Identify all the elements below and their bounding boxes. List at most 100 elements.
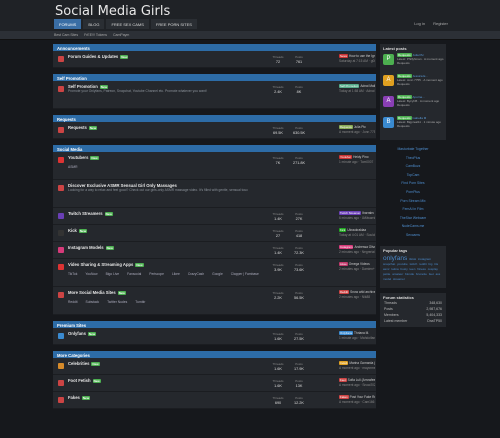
category-title[interactable]: Announcements [53, 44, 376, 51]
subforum-link[interactable]: Substack [85, 300, 100, 304]
forum-row[interactable]: More Social Media Sites New Reddit Substack… [53, 287, 376, 315]
tab-free-sex-cams[interactable]: FREE SEX CAMS [106, 19, 149, 29]
forum-title-text[interactable]: More Social Media Sites [68, 290, 116, 295]
tag-link[interactable]: twitch [409, 261, 418, 266]
sidebar-link[interactable]: Porn Stream Mix [400, 198, 426, 203]
forum-title-text[interactable]: Discover Exclusive ASMR Sensual Girl Onl… [68, 183, 177, 188]
forum-row[interactable]: Self Promotion New Promote your Onlyfans, … [53, 81, 376, 109]
tag-link[interactable]: model [383, 276, 392, 281]
latest-post-text[interactable]: Requests Apurna... Latest: Bycyl45 · A mo… [397, 95, 445, 108]
sub-link-cam-sites[interactable]: Best Cam Sites [54, 33, 79, 37]
subforum-link[interactable]: Periscope [149, 272, 164, 276]
tag-link[interactable]: asmr [383, 266, 390, 271]
login-link[interactable]: Log in [414, 21, 426, 26]
forum-title-text[interactable]: Self Promotion [68, 84, 98, 89]
forum-row[interactable]: Video Sharing & Streaming Apps New TikTok Y… [53, 259, 376, 287]
tag-link[interactable]: big tits [428, 261, 439, 266]
forum-title[interactable]: Forum Guides & Updates New [68, 54, 129, 59]
last-post-title[interactable]: How to use the Ignore feature [349, 54, 375, 58]
last-post[interactable]: Feet Sofia Luli (Arrowfeet) A moment ago ·… [339, 378, 375, 387]
latest-post-text[interactable]: Requests Jessica E... Latest: Jonn 7755 ·… [397, 74, 445, 87]
forum-title-text[interactable]: Fakes [68, 395, 80, 400]
sidebar-link[interactable]: TheoPlus [405, 155, 421, 160]
category-title[interactable]: More Categories [53, 351, 376, 358]
forum-row[interactable]: Discover Exclusive ASMR Sensual Girl Onl… [53, 180, 376, 208]
forum-row[interactable]: Youtubers New ASMR Threads 7K Posts 271.8K Yout… [53, 152, 376, 180]
forum-title[interactable]: Foot Fetish New [68, 378, 101, 383]
forum-row[interactable]: Onlyfans New Threads 1.6K Posts 27.5K OnlyFans… [53, 328, 376, 345]
forum-title[interactable]: More Social Media Sites New [68, 290, 126, 295]
tag-link[interactable]: amateur [392, 271, 404, 276]
tag-link[interactable]: blonde [405, 271, 415, 276]
sidebar-link[interactable]: FemAI in Film [402, 207, 424, 212]
site-logo[interactable]: Social Media Girls [55, 4, 171, 19]
latest-post-item[interactable]: B Requests Isabella M Latest: Bigpreal11 ·… [383, 116, 443, 135]
last-post-title[interactable]: Sofia Luli (Arrowfeet) [347, 378, 375, 382]
tag-link[interactable]: cosplay [427, 266, 438, 271]
forum-title[interactable]: Twitch Streamers New [68, 211, 113, 216]
latest-post-forum[interactable]: Requests [397, 82, 410, 87]
tag-link[interactable]: tiktok [409, 256, 417, 261]
subforum-link[interactable]: ASMR [68, 165, 78, 169]
avatar[interactable]: A [383, 75, 394, 86]
sidebar-link[interactable]: CamBuzz [405, 164, 421, 169]
forum-row[interactable]: Forum Guides & Updates New Threads 72 Posts 7… [53, 51, 376, 68]
forum-title-text[interactable]: Video Sharing & Streaming Apps [68, 262, 134, 267]
forum-title-text[interactable]: Forum Guides & Updates [68, 54, 119, 59]
tag-link[interactable]: instagram [417, 256, 432, 261]
forum-title-text[interactable]: Onlyfans [68, 331, 86, 336]
subforum-link[interactable]: Bigo Live [105, 272, 120, 276]
latest-post-title[interactable]: Jessica E... [412, 74, 428, 78]
sidebar-link[interactable]: Find Porn Sites [401, 181, 425, 186]
tab-forums[interactable]: FORUMS [54, 19, 82, 29]
forum-title-text[interactable]: Twitch Streamers [68, 211, 103, 216]
forum-title[interactable]: Instagram Models New [68, 245, 114, 250]
last-post-title[interactable]: Thriana M. [353, 331, 370, 335]
tag-link[interactable]: youtube [397, 261, 408, 266]
forum-title[interactable]: Requests New [68, 125, 98, 130]
category-title[interactable]: Social Media [53, 145, 376, 152]
tag-link[interactable]: brunette [415, 271, 427, 276]
subforum-link[interactable]: Likee [171, 272, 180, 276]
sidebar-link[interactable]: NudeCams.me [401, 224, 425, 229]
latest-post-item[interactable]: P Requests Julia Ptc Latest: Phillyhman · … [383, 53, 443, 72]
last-post-title[interactable]: Adnai Malik [360, 84, 375, 88]
forum-row[interactable]: Requests New Threads 69.5K Posts 630.5K Reques… [53, 122, 376, 139]
subforum-link[interactable]: Reddit [68, 300, 78, 304]
last-post-title[interactable]: Snow wild archive [350, 290, 375, 294]
tag-link[interactable]: teen [409, 266, 416, 271]
subforum-link[interactable]: TikTok [68, 272, 78, 276]
last-post-title[interactable]: Post Your Fake Requests Here! [349, 395, 375, 399]
last-post[interactable]: Kick Ukraukrakiaa Today at 4:01 AM · Soulc… [339, 228, 375, 237]
forum-title[interactable]: Fakes New [68, 395, 91, 400]
tag-link[interactable]: onlyfans [383, 254, 408, 262]
last-post-title[interactable]: Ibarrabv [362, 211, 374, 215]
latest-post-forum[interactable]: Requests [397, 103, 410, 108]
latest-post-title[interactable]: Julia Ptc [412, 53, 424, 57]
latest-post-item[interactable]: A Requests Jessica E... Latest: Jonn 7755 … [383, 74, 443, 93]
tag-link[interactable]: petite [383, 271, 391, 276]
forum-row[interactable]: Celebrities New Threads 1.6K Posts 17.9K Celeb… [53, 358, 376, 375]
sidebar-link[interactable]: Sexcams [406, 232, 420, 237]
forum-title-text[interactable]: Youtubers [68, 155, 89, 160]
subforum-link[interactable]: Tumblr [135, 300, 146, 304]
subforum-link[interactable]: Clapper | Fambase [230, 272, 259, 276]
forum-title-text[interactable]: Celebrities [68, 361, 90, 366]
forum-title-text[interactable]: Instagram Models [68, 245, 104, 250]
sidebar-link[interactable]: TheStar Webcam [399, 215, 427, 220]
sidebar-link[interactable]: Masturbate Together [397, 147, 429, 151]
forum-title[interactable]: Kick New [68, 228, 88, 233]
last-post[interactable]: Twitch Streamer Ibarrabv 6 minutes ago · I… [339, 211, 375, 220]
avatar[interactable]: A [383, 96, 394, 107]
forum-title[interactable]: Celebrities New [68, 361, 100, 366]
forum-row[interactable]: Foot Fetish New Threads 1.6K Posts 13K Feet Sof… [53, 375, 376, 392]
tag-link[interactable]: reddit [419, 261, 427, 266]
forum-title-text[interactable]: Requests [68, 125, 87, 130]
last-post[interactable]: Reddit Snow wild archive 2 minutes ago · N… [339, 290, 375, 299]
tab-free-porn-sites[interactable]: FREE PORN SITES [150, 19, 197, 29]
sub-link-tokens[interactable]: FrEE!!! Tokens [84, 33, 108, 37]
tag-link[interactable]: ass [435, 271, 441, 276]
last-post[interactable]: OnlyFans Thriana M. 1 minute ago · Mahdoif… [339, 331, 375, 340]
